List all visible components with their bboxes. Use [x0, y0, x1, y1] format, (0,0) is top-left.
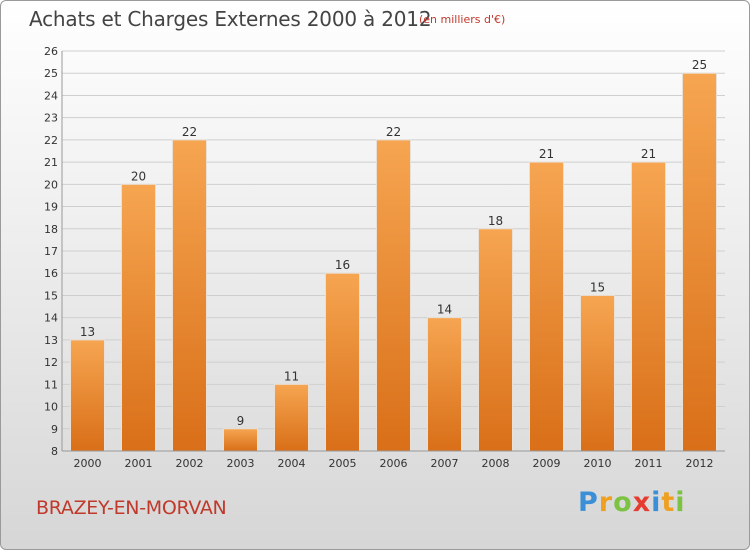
logo-letter: t [661, 487, 676, 518]
y-tick-label: 23 [44, 112, 58, 125]
y-axis: 8 9 10 11 12 13 14 15 16 17 18 19 20 21 22 23 24 25 26 [44, 45, 63, 458]
x-tick-label: 2009 [533, 457, 561, 470]
bar-2000 [70, 339, 105, 452]
chart-subtitle: (en milliers d'€) [419, 13, 506, 26]
y-tick-label: 22 [44, 134, 58, 147]
y-tick-label: 17 [44, 245, 58, 258]
data-label-2002: 22 [182, 125, 197, 139]
y-tick-label: 19 [44, 201, 58, 214]
x-tick-label: 2000 [74, 457, 102, 470]
x-tick-label: 2003 [227, 457, 255, 470]
data-label-2000: 13 [80, 325, 95, 339]
bar-2002 [172, 139, 207, 452]
y-tick-label: 20 [44, 178, 58, 191]
bar-2001 [121, 183, 156, 452]
logo-letter: x [632, 487, 652, 518]
data-label-2003: 9 [237, 414, 245, 428]
proxiti-logo: Proxiti [578, 487, 686, 518]
logo-letter: i [675, 487, 686, 518]
y-tick-label: 8 [51, 445, 58, 458]
y-tick-label: 13 [44, 334, 58, 347]
y-tick-label: 12 [44, 356, 58, 369]
bar-2008 [478, 228, 513, 452]
y-tick-label: 10 [44, 401, 58, 414]
data-label-2005: 16 [335, 258, 350, 272]
y-tick-label: 11 [44, 378, 58, 391]
x-tick-label: 2007 [431, 457, 459, 470]
x-tick-label: 2005 [329, 457, 357, 470]
data-label-2011: 21 [641, 147, 656, 161]
y-tick-label: 24 [44, 89, 58, 102]
x-tick-label: 2006 [380, 457, 408, 470]
bar-2009 [529, 161, 564, 452]
data-label-2007: 14 [437, 303, 452, 317]
data-label-2008: 18 [488, 214, 503, 228]
y-tick-label: 16 [44, 267, 58, 280]
bars [70, 72, 717, 452]
y-tick-label: 9 [51, 423, 58, 436]
y-tick-label: 14 [44, 312, 58, 325]
data-label-2006: 22 [386, 125, 401, 139]
logo-letter: o [613, 487, 633, 518]
bar-2005 [325, 272, 360, 452]
bar-2006 [376, 139, 411, 452]
data-label-2012: 25 [692, 58, 707, 72]
x-tick-label: 2004 [278, 457, 306, 470]
bar-2010 [580, 294, 615, 452]
x-axis: 2000 2001 2002 2003 2004 2005 2006 2007 2008 2009… [62, 450, 725, 470]
data-label-2010: 15 [590, 280, 605, 294]
data-labels: 13 20 22 9 11 16 22 14 18 21 15 21 25 [80, 58, 707, 428]
logo-letter: P [578, 487, 599, 518]
data-label-2004: 11 [284, 369, 299, 383]
data-label-2009: 21 [539, 147, 554, 161]
y-tick-label: 15 [44, 289, 58, 302]
x-tick-label: 2008 [482, 457, 510, 470]
y-tick-label: 21 [44, 156, 58, 169]
x-tick-label: 2002 [176, 457, 204, 470]
bar-2003 [223, 428, 258, 452]
x-tick-label: 2011 [635, 457, 663, 470]
x-tick-label: 2010 [584, 457, 612, 470]
x-tick-label: 2012 [686, 457, 714, 470]
x-tick-label: 2001 [125, 457, 153, 470]
logo-letter: i [651, 487, 662, 518]
bar-2004 [274, 383, 309, 452]
bar-2007 [427, 317, 462, 452]
y-tick-label: 18 [44, 223, 58, 236]
data-label-2001: 20 [131, 169, 146, 183]
logo-letter: r [598, 487, 614, 518]
y-tick-label: 25 [44, 67, 58, 80]
bar-2012 [682, 72, 717, 452]
bar-2011 [631, 161, 666, 452]
y-tick-label: 26 [44, 45, 58, 58]
city-name: BRAZEY-EN-MORVAN [36, 497, 227, 519]
chart-title: Achats et Charges Externes 2000 à 2012 [29, 7, 432, 31]
